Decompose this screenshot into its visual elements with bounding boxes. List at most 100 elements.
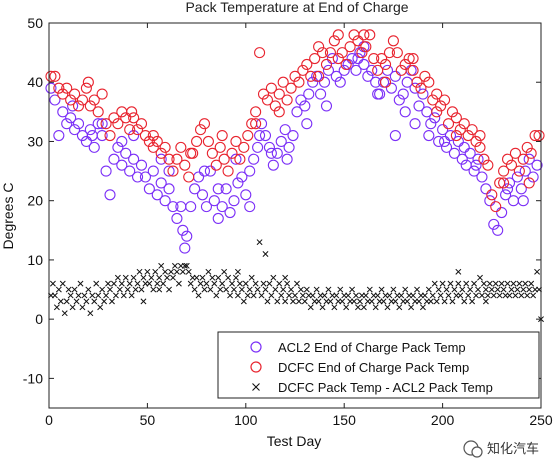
data-point-stroke [95, 292, 102, 299]
data-point [92, 118, 104, 130]
data-point [124, 124, 136, 136]
data-point [440, 141, 453, 153]
data-point [476, 171, 488, 183]
data-point-stroke [396, 304, 403, 311]
data-point [213, 292, 220, 299]
data-point-stroke [333, 292, 340, 299]
data-point [198, 165, 211, 177]
data-point [147, 165, 159, 177]
data-point [408, 304, 415, 311]
data-point [61, 82, 73, 94]
data-point [227, 292, 234, 299]
data-point [307, 76, 319, 88]
data-point [126, 106, 138, 118]
data-point [223, 286, 230, 293]
data-point [219, 280, 226, 287]
data-point [336, 47, 348, 59]
data-point-stroke [339, 298, 346, 305]
data-point-stroke [477, 274, 483, 281]
data-point [79, 304, 86, 311]
data-point [301, 298, 308, 305]
data-point [205, 268, 212, 275]
data-point [319, 304, 326, 311]
data-point [313, 41, 325, 53]
data-point [517, 195, 529, 207]
data-point [156, 274, 163, 281]
x-tick-label: 100 [234, 412, 258, 428]
data-point [318, 76, 331, 88]
data-point [57, 88, 69, 100]
data-point-stroke [528, 280, 535, 287]
data-point [238, 141, 250, 153]
data-point [437, 124, 449, 136]
data-point-stroke [414, 286, 420, 293]
data-point [263, 141, 275, 153]
data-point [482, 159, 494, 171]
data-point [261, 94, 273, 106]
data-point [140, 274, 147, 281]
data-point [278, 292, 285, 299]
data-point [534, 268, 541, 275]
data-point [411, 76, 423, 88]
data-point [356, 298, 363, 305]
data-point-stroke [75, 292, 82, 299]
data-point [415, 82, 427, 94]
data-point [53, 304, 60, 311]
data-point [49, 70, 61, 82]
data-point [281, 153, 293, 165]
data-point [520, 286, 527, 293]
data-point-stroke [421, 292, 428, 299]
data-point [395, 64, 407, 76]
data-point [195, 292, 202, 299]
data-point [240, 298, 247, 305]
data-point-stroke [534, 268, 541, 275]
data-point [360, 41, 372, 53]
data-point [292, 292, 298, 299]
data-point [244, 292, 251, 299]
data-point-stroke [506, 292, 513, 299]
data-point [281, 94, 293, 106]
legend-marker-acl2 [250, 341, 262, 353]
data-point-stroke [337, 286, 344, 293]
data-point-stroke [211, 280, 218, 287]
data-point-stroke [158, 262, 165, 269]
data-point [389, 129, 401, 142]
data-point [100, 118, 112, 130]
data-point-stroke [313, 286, 320, 293]
watermark: 知化汽车 [463, 440, 539, 458]
data-point [146, 280, 153, 287]
data-point-stroke [156, 274, 163, 281]
data-point-stroke [87, 310, 94, 317]
data-point [511, 171, 523, 183]
data-point [475, 286, 481, 293]
data-point [238, 286, 245, 293]
data-point [376, 52, 388, 65]
data-point-stroke [132, 286, 139, 293]
data-point [473, 292, 480, 299]
data-point [49, 280, 56, 287]
data-point [303, 286, 310, 293]
data-point [315, 88, 327, 100]
data-point [254, 129, 266, 142]
data-point [197, 280, 204, 287]
data-point [439, 94, 451, 106]
data-point [482, 298, 489, 305]
data-point [181, 262, 188, 269]
data-point [198, 118, 211, 130]
data-point-stroke [282, 298, 289, 305]
data-point [45, 82, 57, 94]
data-point [258, 292, 265, 299]
data-point [209, 274, 216, 281]
data-point-stroke [195, 292, 202, 299]
y-tick-label: 0 [35, 311, 43, 327]
data-point-stroke [65, 286, 72, 293]
data-point-stroke [299, 292, 306, 299]
data-point-stroke [301, 298, 308, 305]
data-point [509, 147, 521, 159]
data-point [151, 189, 163, 201]
data-point-stroke [408, 304, 415, 311]
data-point [154, 280, 161, 287]
data-point [104, 129, 116, 142]
data-point [65, 112, 77, 124]
